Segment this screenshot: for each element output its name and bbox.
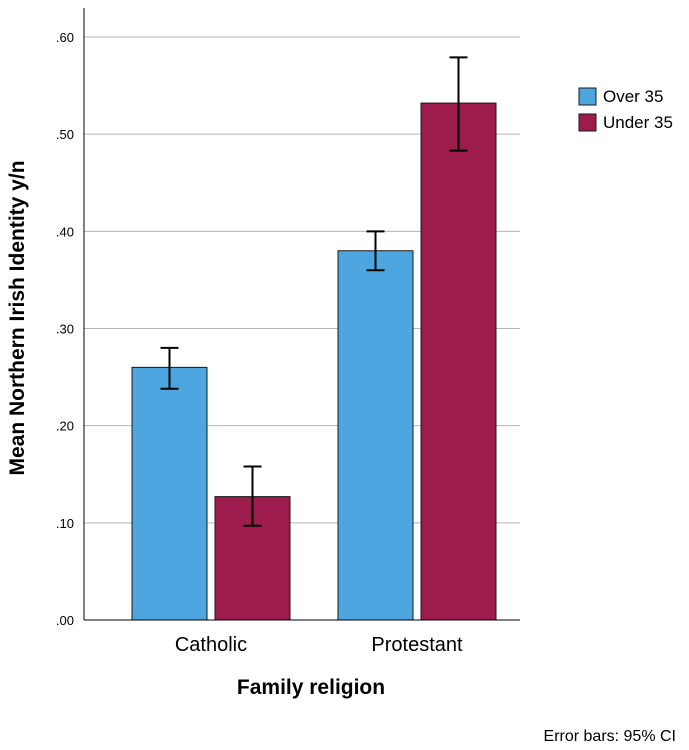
legend-label: Under 35 [603, 113, 673, 132]
bar [420, 102, 497, 621]
y-tick-labels: .00 .10 .20 .30 .40 .50 .60 [56, 30, 74, 628]
error-bars [160, 56, 468, 527]
error-bars-footnote: Error bars: 95% CI [544, 728, 676, 745]
y-tick-label: .60 [56, 30, 74, 45]
x-tick-label: Protestant [371, 634, 463, 656]
y-tick-label: .10 [56, 516, 74, 531]
x-axis-title: Family religion [237, 676, 385, 699]
x-tick-labels: Catholic Protestant [175, 634, 463, 656]
bar [337, 250, 414, 621]
bar [131, 366, 208, 621]
y-tick-label: .00 [56, 613, 74, 628]
y-tick-label: .30 [56, 322, 74, 337]
y-tick-label: .50 [56, 127, 74, 142]
bars [131, 102, 497, 621]
legend-swatch [578, 87, 597, 106]
y-tick-label: .20 [56, 419, 74, 434]
x-tick-label: Catholic [175, 634, 247, 656]
axes [83, 8, 520, 621]
y-tick-label: .40 [56, 224, 74, 239]
legend-swatch [578, 113, 597, 132]
legend-label: Over 35 [603, 87, 663, 106]
legend: Over 35 Under 35 [578, 87, 673, 132]
y-axis-title: Mean Northern Irish Identity y/n [6, 160, 29, 475]
